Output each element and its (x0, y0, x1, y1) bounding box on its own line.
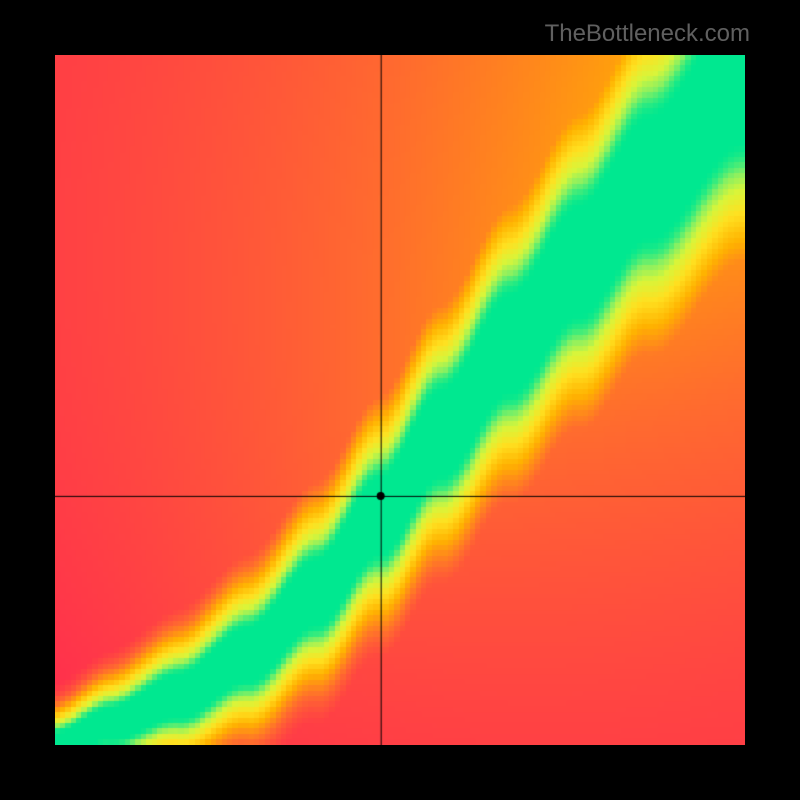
bottleneck-heatmap (55, 55, 745, 745)
watermark-text: TheBottleneck.com (545, 20, 750, 48)
figure-container: TheBottleneck.com (0, 0, 800, 800)
